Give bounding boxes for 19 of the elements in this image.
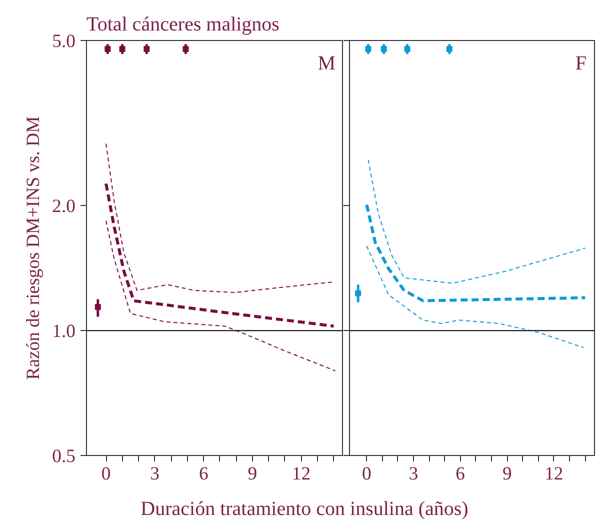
x-tick-label: 9 <box>248 464 258 484</box>
y-tick-label: 5.0 <box>52 31 76 52</box>
x-tick-label: 6 <box>198 464 208 484</box>
x-tick-label: 0 <box>101 464 111 484</box>
x-tick-label: 3 <box>150 464 160 484</box>
x-tick-label: 3 <box>408 464 418 484</box>
y-axis-title: Razón de riesgos DM+INS vs. DM <box>23 116 44 380</box>
y-tick-label: 1.0 <box>52 321 76 342</box>
x-axis-title: Duración tratamiento con insulina (años) <box>140 497 468 522</box>
x-tick-label: 9 <box>502 464 512 484</box>
annotation: F <box>575 52 586 74</box>
y-tick-label: 0.5 <box>52 446 76 467</box>
x-tick-label: 12 <box>544 464 564 484</box>
x-tick-label: 0 <box>362 464 372 484</box>
y-tick-label: 2.0 <box>52 196 76 218</box>
chart-title: Total cánceres malignos <box>86 14 280 36</box>
annotation: M <box>318 52 336 74</box>
x-tick-label: 12 <box>292 464 311 484</box>
x-tick-label: 6 <box>456 464 465 484</box>
